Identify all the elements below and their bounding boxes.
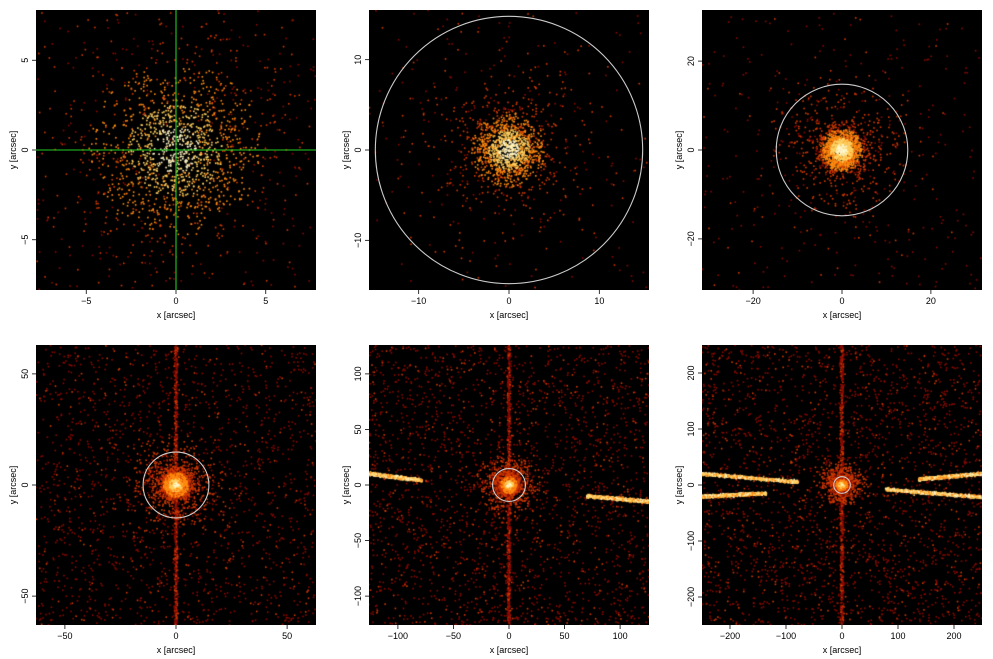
x-axis-label: x [arcsec] [823,645,862,655]
x-tick-label: −20 [745,296,760,306]
x-tick-label: 10 [594,296,604,306]
y-tick-label: 0 [20,147,30,152]
y-tick-label: −10 [353,233,363,248]
y-tick-label: −100 [686,531,696,551]
x-tick-label: −5 [81,296,91,306]
extraction-region-circle [374,15,644,285]
y-tick-label: −200 [686,587,696,607]
x-tick-label: −100 [776,631,796,641]
x-axis-label: x [arcsec] [490,310,529,320]
panel-2: −10 0 10 −10 0 10 x [arcsec] y [arcsec] [341,10,649,320]
y-tick-label: 50 [353,424,363,434]
x-tick-label: 5 [263,296,268,306]
panel-4: −50 0 50 −50 0 50 x [arcsec] y [arcsec] [8,345,316,655]
x-tick-label: −200 [720,631,740,641]
extraction-region-circle [492,468,526,502]
panel-1: −5 0 5 −5 0 5 x [arcsec] y [arcsec] [8,10,316,320]
y-axis-label: y [arcsec] [341,131,351,170]
x-axis-label: x [arcsec] [157,310,196,320]
x-tick-label: 50 [282,631,292,641]
y-tick-label: 0 [353,482,363,487]
x-axis-label: x [arcsec] [157,645,196,655]
x-tick-label: −10 [411,296,426,306]
x-axis-label: x [arcsec] [490,645,529,655]
photon-events [369,10,649,290]
y-tick-label: 20 [686,56,696,66]
x-tick-label: 20 [926,296,936,306]
x-tick-label: 0 [506,631,511,641]
y-tick-label: −50 [20,588,30,603]
y-tick-label: 0 [686,147,696,152]
x-axis-label: x [arcsec] [823,310,862,320]
x-tick-label: 100 [613,631,628,641]
y-tick-label: 5 [20,58,30,63]
photon-events [702,10,982,290]
y-axis-label: y [arcsec] [8,131,18,170]
y-tick-label: 0 [353,147,363,152]
y-tick-label: 0 [686,482,696,487]
x-tick-label: 0 [839,631,844,641]
x-tick-label: −50 [446,631,461,641]
y-tick-label: −100 [353,586,363,606]
x-tick-label: 100 [890,631,905,641]
y-tick-label: 50 [20,369,30,379]
y-tick-label: −50 [353,533,363,548]
y-tick-label: −20 [686,231,696,246]
y-axis-label: y [arcsec] [674,466,684,505]
y-tick-label: 0 [20,482,30,487]
extraction-region-circle [775,83,909,217]
x-tick-label: 200 [946,631,961,641]
x-tick-label: −100 [388,631,408,641]
photon-events [369,345,649,625]
y-tick-label: 200 [686,365,696,380]
x-tick-label: 50 [560,631,570,641]
y-tick-label: −5 [20,235,30,245]
y-tick-label: 10 [353,55,363,65]
x-tick-label: 0 [839,296,844,306]
y-axis-label: y [arcsec] [8,466,18,505]
y-axis-label: y [arcsec] [674,131,684,170]
photon-events [702,345,982,625]
panel-5: −100 −50 0 50 100 −100 −50 0 50 100 x [arcsec] y [a… [341,345,649,655]
x-tick-label: 0 [506,296,511,306]
photon-events [36,345,316,625]
panel-3: −20 0 20 −20 0 20 x [arcsec] y [arcsec] [674,10,982,320]
y-tick-label: 100 [686,421,696,436]
extraction-region-circle [833,476,851,494]
panel-6: −200 −100 0 100 200 −200 −100 0 100 200 x [arcsec]… [674,345,982,655]
x-tick-label: −50 [57,631,72,641]
y-axis-label: y [arcsec] [341,466,351,505]
y-tick-label: 100 [353,366,363,381]
x-tick-label: 0 [173,296,178,306]
x-tick-label: 0 [173,631,178,641]
extraction-region-circle [142,451,210,519]
